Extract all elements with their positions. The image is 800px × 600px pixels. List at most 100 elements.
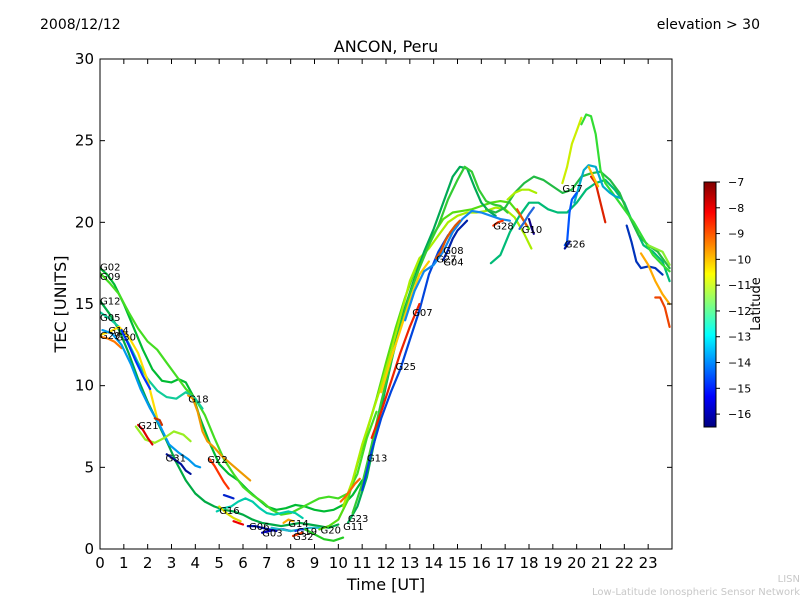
y-tick-label: 20 [75,213,94,231]
series-line-33 [404,209,511,322]
satellite-label: G14 [288,519,308,530]
colorbar-tick-label: −16 [728,408,751,421]
series-line-41 [527,218,535,235]
y-tick-label: 25 [75,132,94,150]
satellite-label: G32 [293,532,313,543]
elevation-condition: elevation > 30 [656,17,760,33]
x-tick-label: 9 [310,554,320,572]
series-line-7 [101,329,202,469]
series-line-15 [215,497,304,520]
satellite-label: G14 [108,326,128,337]
satellite-label: G20 [321,525,341,536]
y-tick-label: 0 [84,540,94,558]
satellite-label: G25 [396,362,416,373]
x-tick-label: 1 [119,554,129,572]
colorbar-tick-label: −12 [728,305,751,318]
series-line-8 [134,425,192,444]
satellite-label: G05 [100,313,120,324]
series-line-16 [218,505,242,523]
series-line-3 [100,311,204,410]
satellite-label: G21 [138,421,158,432]
colorbar-ticks: −7 −8 −9 −10 −11 −12 −13 −14 −15 −16 [716,176,751,421]
satellite-label: G12 [100,297,120,308]
satellite-label: G03 [262,529,282,540]
x-tick-label: 16 [472,554,491,572]
satellite-label: G28 [493,222,513,233]
series-line-1 [100,271,378,516]
series-line-47 [563,240,571,250]
satellite-label: G22 [207,455,227,466]
satellite-label: G17 [562,184,582,195]
satellite-label: G19 [297,527,317,538]
x-axis: 0 1 2 3 4 5 6 7 8 9 10 11 12 13 14 15 16 17 18 19 20 21 22 23 [95,59,658,572]
x-tick-label: 14 [424,554,443,572]
series-line-52 [654,296,671,328]
colorbar-tick-label: −15 [728,382,751,395]
satellite-label: G10 [522,225,542,236]
series-line-11 [165,453,192,475]
x-tick-label: 8 [286,554,296,572]
x-tick-label: 12 [376,554,395,572]
series-line-6 [120,329,152,390]
x-tick-label: 5 [214,554,224,572]
series-line-5 [100,335,123,350]
colorbar-tick-label: −11 [728,279,751,292]
series-line-34 [435,219,461,260]
series-line-42 [506,188,538,201]
x-tick-label: 15 [448,554,467,572]
series-line-17 [232,520,245,526]
colorbar-tick-label: −13 [728,331,751,344]
y-tick-label: 30 [75,50,94,68]
x-tick-label: 22 [615,554,634,572]
x-tick-label: 6 [238,554,248,572]
series-line-2 [100,299,340,529]
y-tick-label: 15 [75,295,94,313]
series-line-0 [100,267,364,513]
colorbar-label: Latitude [749,277,764,331]
satellite-label: G27 [436,254,456,265]
series-line-22 [291,531,304,538]
x-tick-label: 2 [143,554,153,572]
satellite-label: G04 [443,258,463,269]
y-tick-label: 5 [84,458,94,476]
series-line-40 [518,206,535,230]
colorbar-tick-label: −10 [728,253,751,266]
colorbar-tick-label: −14 [728,357,751,370]
satellite-label: G23 [348,514,368,525]
series-line-13 [208,458,230,490]
colorbar-tick-label: −9 [728,228,744,241]
series-line-12 [187,394,252,482]
series-line-36 [489,178,671,283]
x-tick-label: 18 [519,554,538,572]
satellite-label: G29 [100,331,120,342]
series-layer [100,113,671,542]
series-line-21 [282,518,295,525]
satellite-label: G06 [249,522,269,533]
footer-credit: LISN Low-Latitude Ionospheric Sensor Net… [592,573,800,599]
satellite-label: G18 [188,395,208,406]
series-line-45 [573,164,621,204]
satellite-label: G30 [116,333,136,344]
y-axis: 0 5 10 15 20 25 30 [75,50,672,558]
footer-line-1: LISN [777,574,800,585]
series-line-29 [339,477,361,503]
series-line-51 [639,252,671,306]
series-line-24 [303,528,345,542]
series-line-48 [589,175,607,224]
series-line-49 [587,165,600,188]
x-tick-label: 3 [167,554,177,572]
satellite-label: G26 [565,240,585,251]
series-line-28 [351,165,509,515]
satellite-label: G31 [166,454,186,465]
satellite-label: G16 [219,506,239,517]
x-tick-label: 17 [496,554,515,572]
x-tick-label: 0 [95,554,105,572]
series-line-43 [561,116,583,185]
plot-frame [99,58,673,550]
x-tick-label: 23 [639,554,658,572]
series-line-50 [625,224,664,276]
satellite-label: G02 [100,262,120,273]
